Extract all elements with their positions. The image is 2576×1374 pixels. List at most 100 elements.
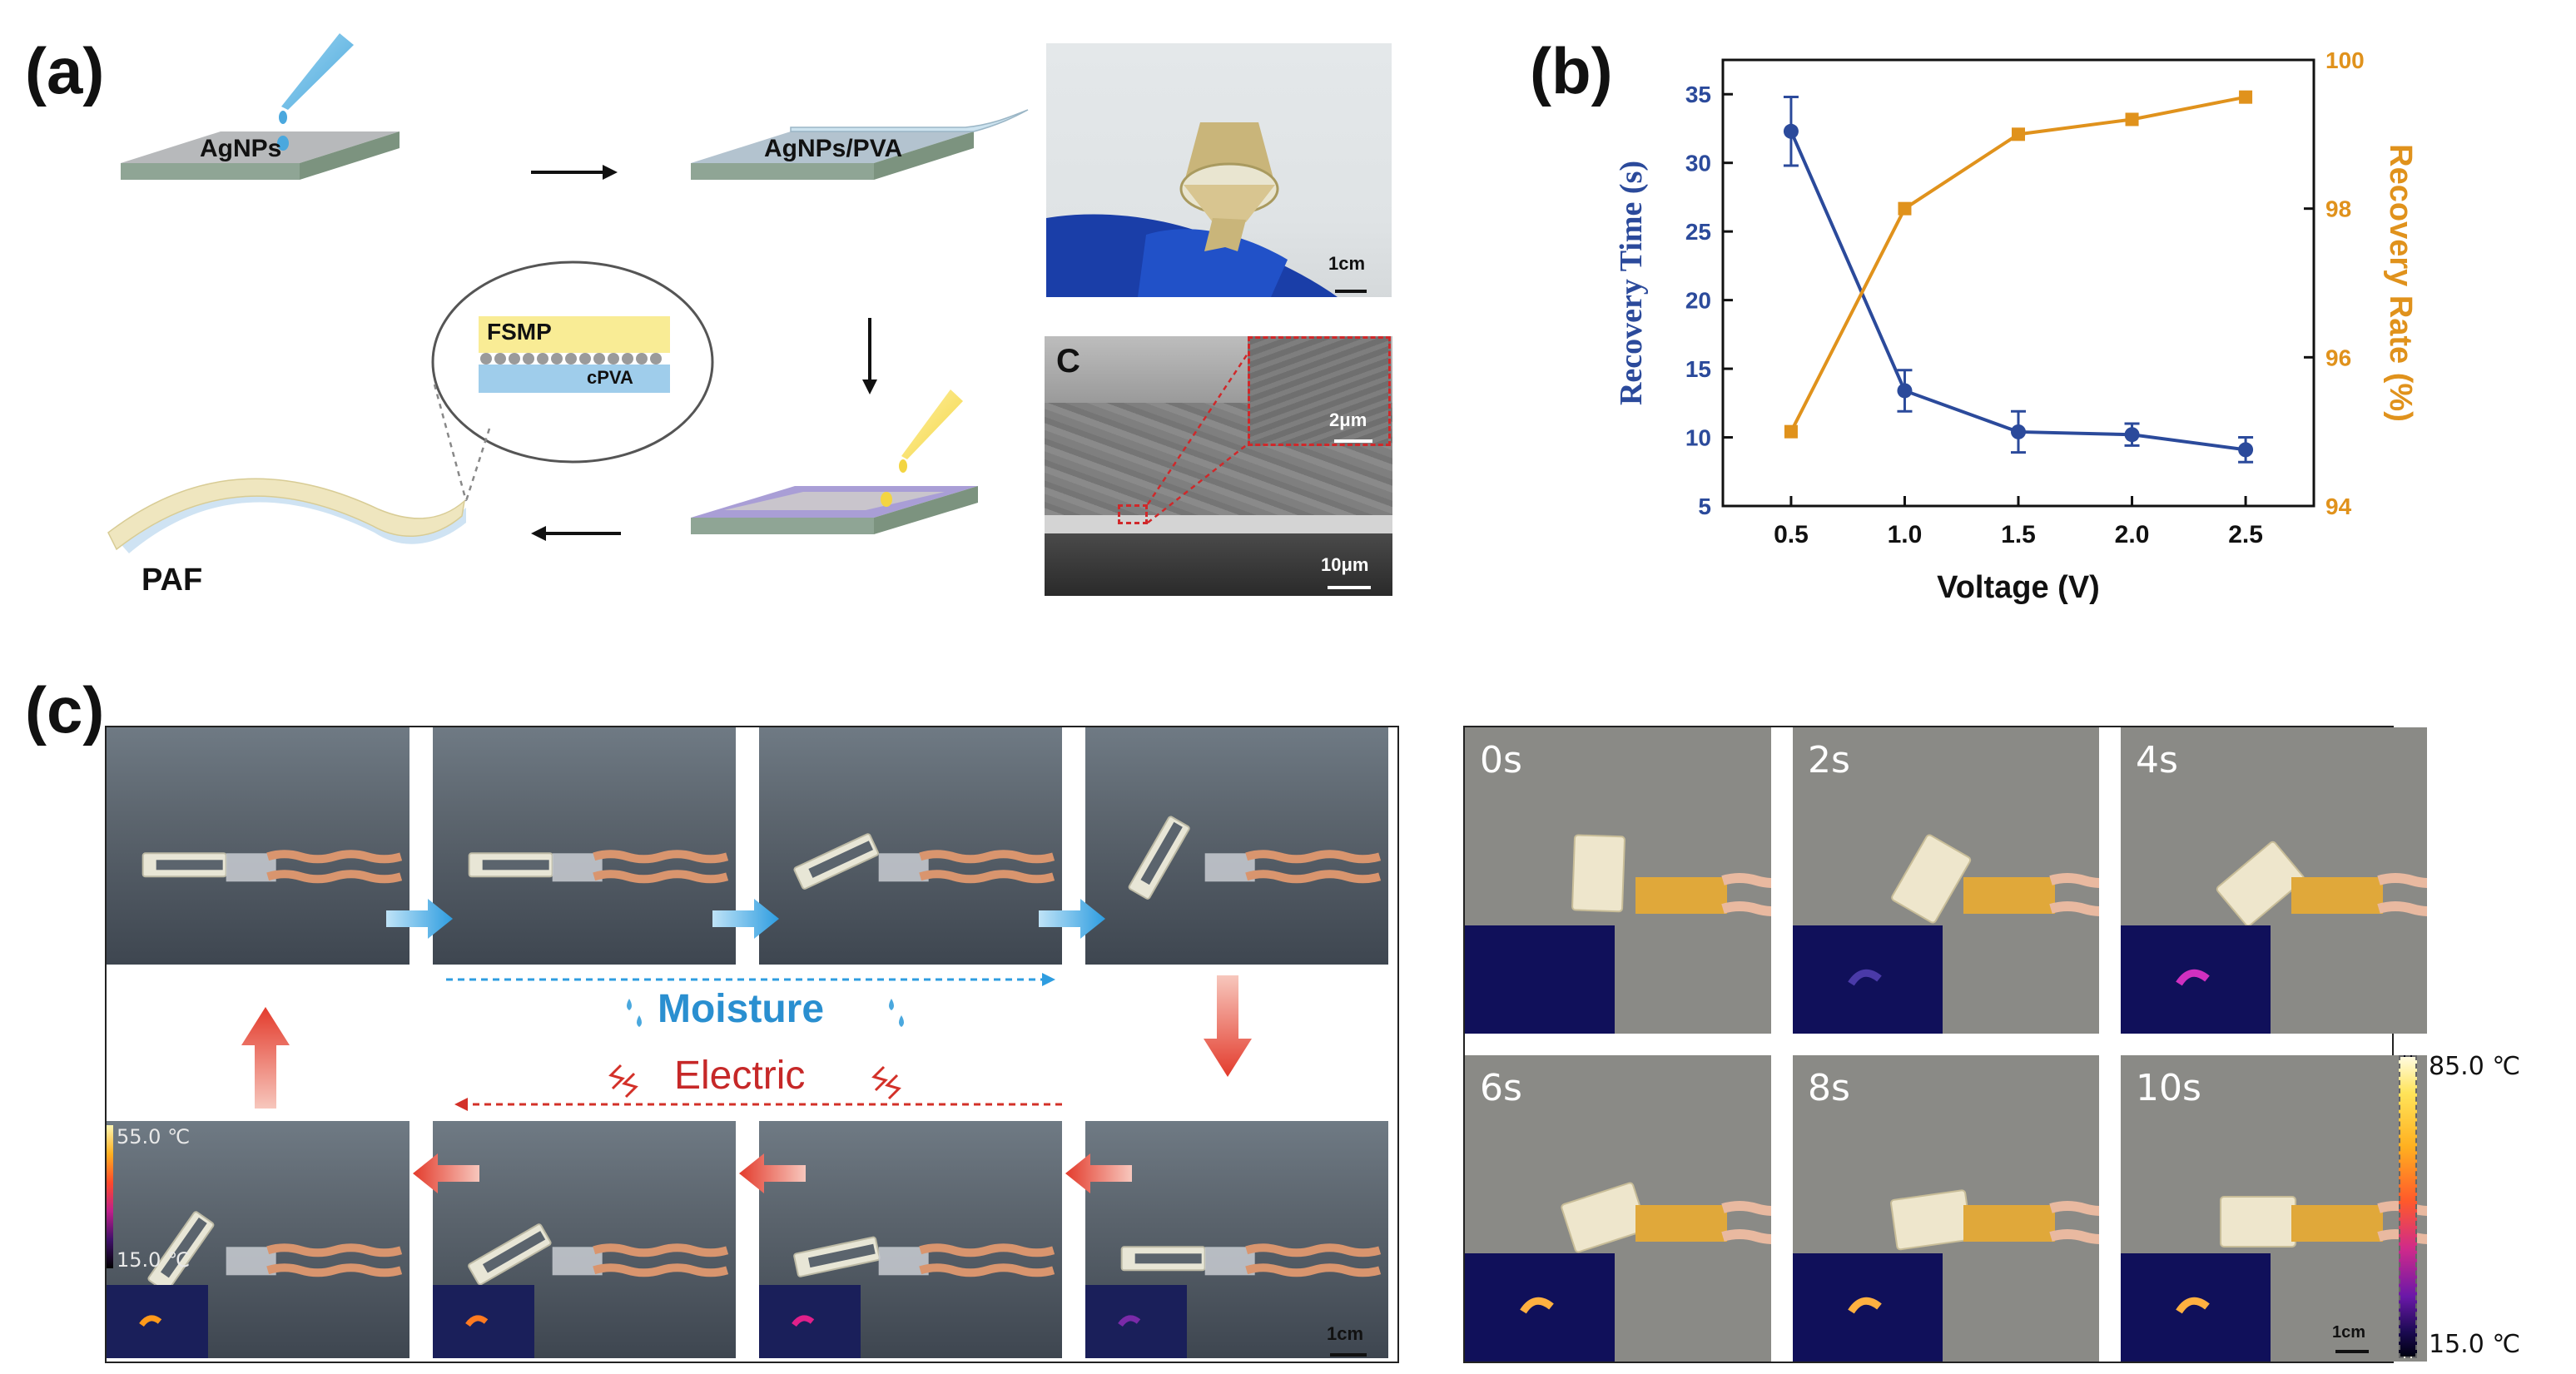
recovery-time-point xyxy=(1783,123,1799,139)
y-tick-label: 35 xyxy=(1685,82,1711,107)
droplet-icons xyxy=(627,999,904,1027)
sem-zoom-box xyxy=(1118,504,1148,524)
electric-tile xyxy=(759,1121,1062,1358)
moisture-tile xyxy=(1085,727,1388,965)
red-arrow-icons xyxy=(413,1153,1132,1193)
x-tick-label: 0.5 xyxy=(1774,521,1809,548)
moisture-label: Moisture xyxy=(658,987,825,1031)
y2-axis-label: Recovery Rate (%) xyxy=(2383,144,2418,422)
lightning-icons xyxy=(608,1064,901,1100)
y2-tick-label: 96 xyxy=(2325,345,2351,370)
colorbar-max-label: 85.0 ℃ xyxy=(2429,1052,2521,1081)
colorbar-min-label: 15.0 ℃ xyxy=(2429,1330,2521,1359)
x-tick-label: 2.0 xyxy=(2115,521,2150,548)
recovery-rate-point xyxy=(2012,127,2025,141)
y-tick-label: 25 xyxy=(1685,219,1711,245)
pipette-icon xyxy=(277,33,354,151)
recovery-rate-line xyxy=(1789,95,2246,433)
recovery-time-line xyxy=(1789,130,2246,452)
heating-tile: 0s xyxy=(1465,727,1771,1034)
blue-arrow-icons xyxy=(386,899,1105,939)
time-label: 4s xyxy=(2136,739,2178,781)
cpva-label: cPVA xyxy=(587,367,633,388)
red-up-arrow-icon xyxy=(241,1007,290,1109)
yellow-pipette-icon xyxy=(881,389,963,507)
y-axis-label: Recovery Time (s) xyxy=(1614,161,1649,405)
x-tick-label: 2.5 xyxy=(2228,521,2263,548)
time-label: 0s xyxy=(1480,739,1522,781)
x-axis-label: Voltage (V) xyxy=(1937,570,2100,605)
red-down-arrow-icon xyxy=(1204,975,1252,1077)
sem-scale: 10μm xyxy=(1321,554,1371,589)
recovery-rate-point xyxy=(2239,90,2253,104)
arrow-left-icon xyxy=(531,526,621,541)
recovery-rate-point xyxy=(1784,424,1798,439)
right-scale-bar: 1cm xyxy=(2332,1323,2369,1353)
y2-tick-label: 98 xyxy=(2325,196,2351,222)
y-tick-label: 30 xyxy=(1685,151,1711,176)
sem-zoom-lines xyxy=(1146,350,1251,523)
recovery-time-point xyxy=(2238,442,2254,458)
left-scale-bar: 1cm xyxy=(1327,1323,1367,1357)
y2-tick-label: 100 xyxy=(2325,47,2365,73)
electric-tile xyxy=(1085,1121,1388,1358)
sem-image: C 2μm 10μm xyxy=(1045,336,1392,596)
moisture-tile xyxy=(759,727,1062,965)
recovery-chart: 0.5 1.0 1.5 2.0 2.5 5 10 15 20 25 30 35 94 96 98 100 Vol… xyxy=(1614,47,2418,605)
panel-a-letter: (a) xyxy=(25,34,105,107)
coated-slab xyxy=(691,486,978,534)
time-label: 2s xyxy=(1808,739,1850,781)
y-tick-label: 10 xyxy=(1685,425,1711,451)
recovery-time-point xyxy=(1897,383,1913,399)
time-label: 8s xyxy=(1808,1067,1850,1109)
panel-b-letter: (b) xyxy=(1530,34,1613,107)
thermal-min-label: 15.0 ℃ xyxy=(117,1248,191,1272)
fsmp-label: FSMP xyxy=(487,319,552,345)
recovery-rate-point xyxy=(2125,112,2139,126)
sem-inset xyxy=(1248,336,1391,446)
panel-a-schematic xyxy=(107,33,1029,553)
thermal-mini-colorbar xyxy=(107,1125,113,1268)
flow-arrows xyxy=(241,899,1252,1193)
photo-scale-bar: 1cm xyxy=(1328,253,1367,293)
folded-film-illustration xyxy=(1046,122,1338,297)
chart-text: 0.5 1.0 1.5 2.0 2.5 5 10 15 20 25 30 35 94 96 98 100 Vol… xyxy=(1614,47,2418,605)
moisture-tile xyxy=(107,727,409,965)
time-label: 6s xyxy=(1480,1067,1522,1109)
heating-tile: 10s xyxy=(2121,1055,2427,1362)
thermal-colorbar xyxy=(2399,1055,2417,1358)
agnps-slab xyxy=(121,131,400,180)
x-tick-label: 1.0 xyxy=(1888,521,1923,548)
paf-photo: 1cm xyxy=(1046,43,1392,297)
y-tick-label: 20 xyxy=(1685,288,1711,314)
y-tick-label: 5 xyxy=(1698,494,1711,519)
agnps-pva-label: AgNPs/PVA xyxy=(764,135,903,162)
chart-marks xyxy=(1783,90,2254,464)
electric-tile xyxy=(107,1121,409,1358)
chart-axes xyxy=(1721,58,2315,508)
recovery-rate-point xyxy=(1898,201,1912,216)
agnps-label: AgNPs xyxy=(200,135,282,162)
paf-label: PAF xyxy=(141,563,203,598)
moisture-tile xyxy=(433,727,736,965)
electric-label: Electric xyxy=(674,1054,806,1098)
heating-tile: 4s xyxy=(2121,727,2427,1034)
arrow-down-icon xyxy=(862,318,877,394)
electric-tile xyxy=(433,1121,736,1358)
panel-c-letter: (c) xyxy=(25,673,105,747)
recovery-time-point xyxy=(2124,427,2140,443)
time-label: 10s xyxy=(2136,1067,2201,1109)
heating-tile: 6s xyxy=(1465,1055,1771,1362)
sem-inset-scale: 2μm xyxy=(1329,409,1372,443)
heating-tile: 2s xyxy=(1793,727,2099,1034)
arrow-right-icon xyxy=(531,165,618,180)
thermal-max-label: 55.0 ℃ xyxy=(117,1125,191,1148)
x-tick-label: 1.5 xyxy=(2001,521,2036,548)
zoom-ellipse xyxy=(431,260,714,502)
paf-film xyxy=(107,478,466,553)
y2-tick-label: 94 xyxy=(2325,494,2352,519)
heating-tile: 8s xyxy=(1793,1055,2099,1362)
sem-corner-label: C xyxy=(1056,343,1080,379)
agnps-pva-slab xyxy=(691,109,1029,180)
recovery-time-point xyxy=(2011,424,2026,439)
